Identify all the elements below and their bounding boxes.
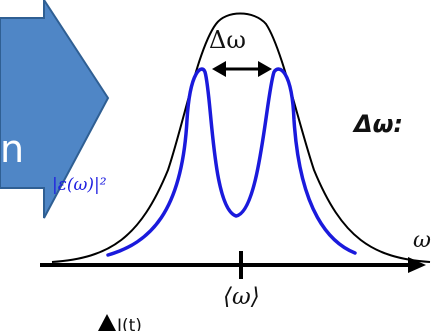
intensity-up-arrow-stem [104,322,110,331]
arrow-fragment-text: n [0,127,24,171]
intensity-time-label: I(t) [117,316,142,331]
delta-omega-label: Δω [209,26,246,54]
delta-omega-colon-label: Δω: [352,110,403,138]
delta-omega-arrowhead-left [212,61,226,77]
delta-omega-arrowhead-right [258,61,272,77]
double-peak-spectrum-curve [106,67,357,257]
gaussian-envelope-curve [51,12,431,263]
spectrum-label: |ε(ω)|² [52,175,107,195]
omega-axis-label: ω [413,228,431,253]
mean-omega-label: ⟨ω⟩ [223,284,260,310]
big-arrow-shape [0,0,110,219]
